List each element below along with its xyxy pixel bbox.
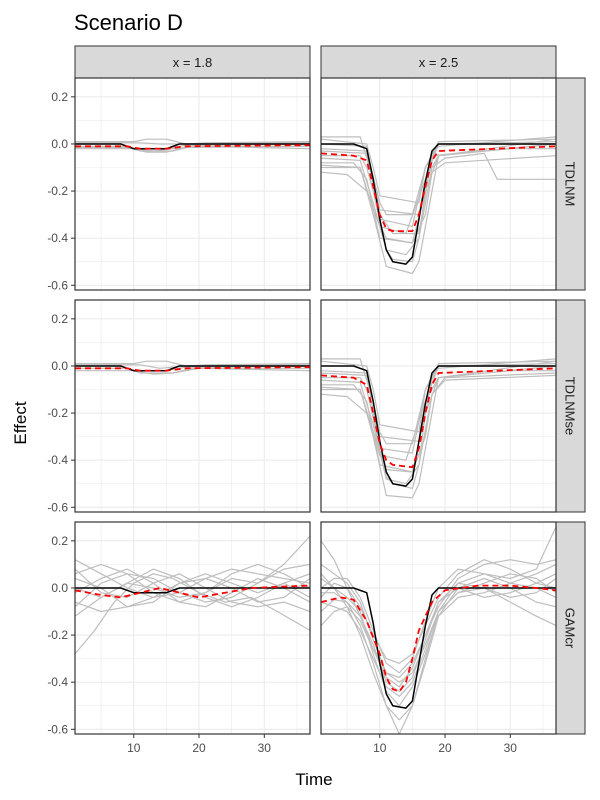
x-tick-label: 30 xyxy=(504,741,518,755)
panel-border xyxy=(74,521,311,735)
y-tick-label: 0.0 xyxy=(51,137,68,151)
column-strip-label: x = 2.5 xyxy=(419,55,458,70)
panel-border xyxy=(74,77,311,291)
truth-line xyxy=(321,143,556,265)
panel-background xyxy=(75,522,310,734)
row-strip xyxy=(555,521,586,735)
column-strip xyxy=(74,45,311,79)
truth-line xyxy=(75,587,310,594)
y-tick-label: 0.2 xyxy=(51,90,68,104)
y-tick-label: 0.0 xyxy=(51,581,68,595)
panel-lines xyxy=(321,136,556,275)
replicate-line xyxy=(75,535,310,603)
panel-background xyxy=(75,78,310,290)
panel-grid: x = 1.8 x = 2.5 TDLNM TDLNMse GAMcr 0.2 0.0 -0.… xyxy=(47,45,586,755)
panel-background xyxy=(75,300,310,512)
replicate-line xyxy=(321,155,556,244)
mean-estimate-line xyxy=(321,367,556,469)
panel-border xyxy=(320,77,557,291)
replicate-line xyxy=(321,559,556,679)
y-axis-title: Effect xyxy=(11,401,30,444)
replicate-line xyxy=(321,143,556,235)
replicate-line xyxy=(321,152,556,256)
replicate-line xyxy=(321,573,556,693)
mean-estimate-line xyxy=(75,366,310,372)
mean-estimate-line xyxy=(321,145,556,233)
replicate-line xyxy=(321,563,556,683)
panel: 10 20 30 xyxy=(320,521,557,755)
chart-title: Scenario D xyxy=(74,10,183,35)
x-tick-label: 20 xyxy=(438,741,452,755)
column-strip xyxy=(320,45,557,79)
panel: 0.2 0.0 -0.2 -0.4 -0.6 xyxy=(47,77,311,292)
panel-lines xyxy=(75,138,310,153)
truth-line xyxy=(321,365,556,487)
panel-background xyxy=(321,78,556,290)
y-tick-label: 0.2 xyxy=(51,534,68,548)
panel-border xyxy=(74,299,311,513)
mean-estimate-line xyxy=(321,584,556,693)
y-tick-label: 0.0 xyxy=(51,359,68,373)
replicate-line xyxy=(75,563,310,617)
replicate-line xyxy=(75,568,310,613)
mean-estimate-line xyxy=(75,144,310,150)
panel-lines xyxy=(321,358,556,499)
panel-lines xyxy=(75,360,310,375)
replicate-line xyxy=(75,145,310,153)
y-tick-label: -0.2 xyxy=(47,628,68,642)
y-tick-label: -0.6 xyxy=(47,500,68,514)
x-axis-title: Time xyxy=(295,770,332,789)
replicate-line xyxy=(75,568,310,608)
row-strip xyxy=(555,299,586,513)
y-tick-label: -0.2 xyxy=(47,406,68,420)
replicate-line xyxy=(321,587,556,697)
row-strip-label: TDLNMse xyxy=(563,377,578,436)
panel-border xyxy=(320,299,557,513)
panel xyxy=(320,299,557,513)
replicate-line xyxy=(321,372,556,485)
replicate-line xyxy=(75,141,310,145)
panel: 0.2 0.0 -0.2 -0.4 -0.6 10 20 30 xyxy=(47,521,311,755)
row-strip-label: GAMcr xyxy=(563,608,578,649)
replicate-line xyxy=(321,358,556,454)
x-tick-label: 30 xyxy=(258,741,272,755)
x-tick-label: 10 xyxy=(127,741,141,755)
panel-border xyxy=(320,521,557,735)
panel-background xyxy=(321,522,556,734)
x-tick-label: 10 xyxy=(373,741,387,755)
y-tick-label: -0.6 xyxy=(47,722,68,736)
replicate-line xyxy=(321,143,556,235)
panel-lines xyxy=(321,526,556,734)
y-tick-label: -0.4 xyxy=(47,675,68,689)
panel-lines xyxy=(75,535,310,655)
x-tick-label: 20 xyxy=(192,741,206,755)
truth-line xyxy=(321,587,556,709)
panel-background xyxy=(321,300,556,512)
y-tick-label: -0.4 xyxy=(47,453,68,467)
panel xyxy=(320,77,557,291)
replicate-line xyxy=(321,559,556,664)
replicate-line xyxy=(321,374,556,473)
replicate-line xyxy=(75,363,310,369)
replicate-line xyxy=(321,573,556,707)
replicate-line xyxy=(321,365,556,461)
y-tick-label: 0.2 xyxy=(51,312,68,326)
y-tick-label: -0.2 xyxy=(47,184,68,198)
row-strip-label: TDLNM xyxy=(563,162,578,207)
replicate-line xyxy=(321,136,556,227)
column-strip-label: x = 1.8 xyxy=(173,55,212,70)
row-strip xyxy=(555,77,586,291)
y-tick-label: -0.4 xyxy=(47,231,68,245)
panel: 0.2 0.0 -0.2 -0.4 -0.6 xyxy=(47,299,311,514)
y-tick-label: -0.6 xyxy=(47,278,68,292)
